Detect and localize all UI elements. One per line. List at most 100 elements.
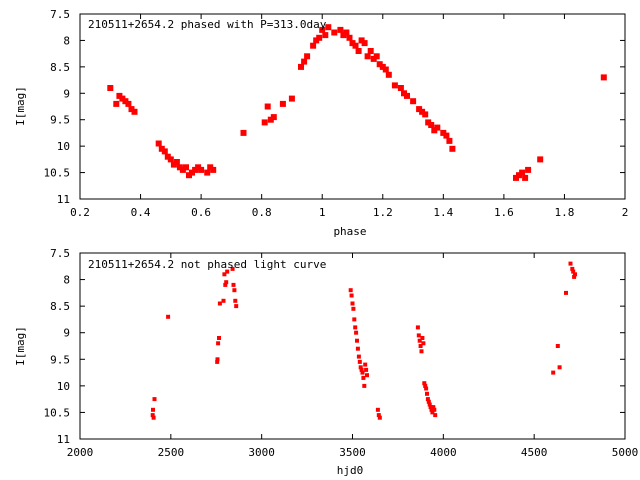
unphased-data-point [425, 397, 430, 402]
phased-data-point [525, 166, 532, 173]
unphased-data-point [431, 405, 436, 410]
phased-data-point [261, 119, 268, 126]
phased-data-point [385, 71, 392, 78]
phased-data-point [516, 172, 522, 179]
unphased-data-point [376, 413, 381, 418]
unphased-data-point [429, 407, 434, 412]
phased-x-tick-label: 1 [319, 206, 326, 219]
unphased-data-point [352, 317, 357, 322]
phased-data-point [279, 100, 286, 107]
unphased-x-ticks: 2000 2500 3000 3500 4000 4500 5000 [67, 253, 638, 459]
phased-data-point [270, 114, 277, 121]
phased-x-tick-label: 2 [622, 206, 629, 219]
phased-data-point [319, 26, 326, 33]
unphased-data-point [564, 290, 568, 295]
unphased-data-point [557, 365, 562, 370]
phased-data-point [298, 63, 304, 70]
phased-data-point [240, 129, 247, 136]
unphased-panel: 2000 2500 3000 3500 4000 4500 5000 7.5 8 8.5 9 9.5… [14, 247, 638, 477]
unphased-data-point [362, 383, 367, 388]
unphased-x-tick-label: 2000 [67, 446, 94, 459]
unphased-data-point [217, 301, 222, 306]
phased-data-point [316, 34, 323, 41]
phased-data-point [382, 66, 389, 73]
unphased-x-tick-label: 4000 [430, 446, 457, 459]
unphased-data-point [232, 288, 237, 293]
unphased-data-point [348, 288, 353, 293]
phased-data-point [113, 100, 120, 107]
unphased-y-axis-label: I[mag] [14, 326, 27, 366]
phased-x-tick-label: 1.6 [494, 206, 514, 219]
unphased-x-tick-label: 3000 [248, 446, 275, 459]
unphased-data-point [426, 399, 431, 404]
unphased-data-point [425, 391, 429, 396]
unphased-data-point [363, 362, 368, 367]
phased-x-tick-label: 0.2 [70, 206, 90, 219]
phased-data-point [189, 169, 195, 176]
unphased-y-tick-label: 8.5 [50, 300, 70, 313]
unphased-plot-title: 210511+2654.2 not phased light curve [88, 258, 326, 271]
phased-x-tick-label: 0.6 [191, 206, 211, 219]
unphased-data-point [418, 344, 423, 348]
phased-data-markers [107, 24, 607, 181]
phased-data-point [183, 164, 189, 171]
unphased-data-point [572, 274, 577, 279]
phased-plot-frame [79, 13, 626, 200]
phased-data-point [301, 58, 308, 65]
unphased-data-point [570, 266, 575, 271]
unphased-data-point [151, 407, 155, 412]
unphased-data-point [356, 354, 361, 359]
phased-data-point [422, 111, 429, 118]
phased-x-axis-label: phase [333, 225, 366, 238]
unphased-data-point [427, 402, 432, 407]
unphased-x-tick-label: 4500 [521, 446, 548, 459]
phased-data-point [419, 108, 426, 115]
phased-data-point [331, 29, 338, 36]
phased-x-tick-label: 1.2 [373, 206, 393, 219]
unphased-data-point [350, 301, 355, 306]
phased-data-point [537, 156, 544, 163]
phased-data-point [373, 53, 380, 60]
unphased-data-point [166, 314, 171, 319]
phased-data-point [397, 85, 404, 91]
unphased-data-markers [150, 261, 577, 420]
unphased-x-axis-label: hjd0 [337, 464, 364, 477]
unphased-data-point [151, 415, 156, 420]
unphased-data-point [423, 383, 428, 388]
unphased-data-point [222, 272, 227, 277]
unphased-data-point [358, 365, 363, 370]
unphased-data-point [351, 306, 356, 311]
unphased-data-point [224, 280, 229, 285]
phased-data-point [288, 95, 295, 102]
unphased-data-point [419, 349, 424, 354]
unphased-data-point [364, 367, 369, 372]
phased-data-point [428, 122, 435, 128]
unphased-data-point [349, 293, 354, 298]
unphased-data-point [233, 298, 238, 303]
unphased-data-point [433, 413, 438, 418]
phased-data-point [346, 34, 353, 41]
phased-data-point [440, 129, 447, 136]
unphased-y-tick-label: 8 [63, 274, 70, 287]
phased-y-tick-label: 10 [57, 140, 70, 153]
unphased-data-point [424, 386, 429, 391]
phased-data-point [264, 103, 271, 110]
unphased-y-tick-label: 10.5 [44, 406, 71, 419]
unphased-data-point [420, 336, 425, 340]
unphased-data-point [555, 344, 560, 348]
unphased-data-point [217, 336, 221, 340]
unphased-data-point [432, 407, 437, 412]
phased-data-point [434, 124, 441, 131]
phased-y-tick-label: 10.5 [44, 167, 71, 180]
phased-y-ticks: 7.5 8 8.5 9 9.5 10 10.5 11 [44, 8, 625, 206]
unphased-x-tick-label: 2500 [158, 446, 185, 459]
unphased-data-point [150, 413, 155, 418]
unphased-data-point [355, 346, 360, 351]
unphased-data-point [353, 325, 358, 330]
unphased-data-point [231, 282, 236, 287]
unphased-data-point [230, 266, 235, 271]
phased-data-point [446, 137, 453, 144]
unphased-y-ticks: 7.5 8 8.5 9 9.5 10 10.5 11 [44, 247, 625, 446]
